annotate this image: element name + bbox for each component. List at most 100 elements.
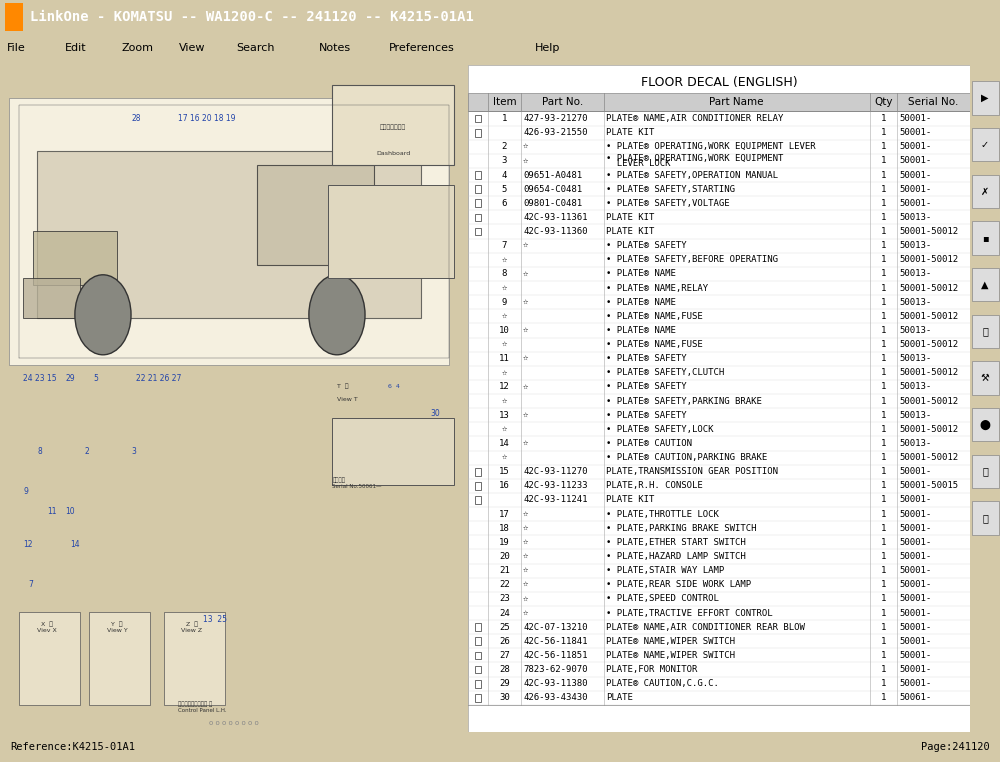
Text: 24: 24 xyxy=(499,609,510,617)
Text: FLOOR DECAL (ENGLISH): FLOOR DECAL (ENGLISH) xyxy=(641,75,797,88)
Bar xyxy=(475,213,481,221)
Circle shape xyxy=(309,275,365,355)
Text: ダッシュボード: ダッシュボード xyxy=(380,125,406,130)
Text: 50001-50012: 50001-50012 xyxy=(900,227,959,236)
Text: 17: 17 xyxy=(499,510,510,519)
Text: 1: 1 xyxy=(881,637,886,645)
Text: • PLATE® CAUTION,PARKING BRAKE: • PLATE® CAUTION,PARKING BRAKE xyxy=(606,453,767,462)
Text: 1: 1 xyxy=(881,623,886,632)
Text: 42C-56-11841: 42C-56-11841 xyxy=(523,637,588,645)
Text: 50001-: 50001- xyxy=(900,467,932,476)
Text: 1: 1 xyxy=(881,326,886,335)
Text: • PLATE® SAFETY,BEFORE OPERATING: • PLATE® SAFETY,BEFORE OPERATING xyxy=(606,255,778,264)
Text: 1: 1 xyxy=(881,594,886,604)
Text: 42C-93-11360: 42C-93-11360 xyxy=(523,227,588,236)
Text: • PLATE,REAR SIDE WORK LAMP: • PLATE,REAR SIDE WORK LAMP xyxy=(606,580,751,589)
Text: 12: 12 xyxy=(23,540,33,549)
Text: • PLATE® NAME,FUSE: • PLATE® NAME,FUSE xyxy=(606,312,703,321)
Text: LinkOne - KOMATSU -- WA1200-C -- 241120 -- K4215-01A1: LinkOne - KOMATSU -- WA1200-C -- 241120 … xyxy=(30,10,474,24)
Text: 50001-: 50001- xyxy=(900,184,932,194)
Text: 28: 28 xyxy=(131,114,141,123)
Text: 50001-: 50001- xyxy=(900,566,932,575)
Text: ☆: ☆ xyxy=(523,411,529,420)
Text: ✓: ✓ xyxy=(981,139,989,150)
Text: 1: 1 xyxy=(881,411,886,420)
Text: View T: View T xyxy=(337,398,358,402)
Text: ☆: ☆ xyxy=(523,156,529,165)
Text: 6: 6 xyxy=(502,199,507,208)
Text: 1: 1 xyxy=(881,495,886,504)
Text: Help: Help xyxy=(535,43,560,53)
Text: 426-93-21550: 426-93-21550 xyxy=(523,128,588,137)
Text: ▪: ▪ xyxy=(982,233,988,243)
Text: Reference:K4215-01A1: Reference:K4215-01A1 xyxy=(10,741,135,752)
Text: 50001-50012: 50001-50012 xyxy=(900,368,959,377)
Text: PLATE® NAME,WIPER SWITCH: PLATE® NAME,WIPER SWITCH xyxy=(606,637,735,645)
Text: 1: 1 xyxy=(881,552,886,561)
Text: 19: 19 xyxy=(499,538,510,547)
Text: PLATE KIT: PLATE KIT xyxy=(606,128,654,137)
Text: Z  相
View Z: Z 相 View Z xyxy=(181,622,202,633)
Text: 26: 26 xyxy=(499,637,510,645)
Text: 1: 1 xyxy=(881,184,886,194)
Bar xyxy=(475,637,481,645)
Text: ☆: ☆ xyxy=(523,580,529,589)
Text: 50001-50012: 50001-50012 xyxy=(900,255,959,264)
Text: • PLATE,TRACTIVE EFFORT CONTROL: • PLATE,TRACTIVE EFFORT CONTROL xyxy=(606,609,773,617)
Bar xyxy=(972,268,998,302)
Text: • PLATE® SAFETY,VOLTAGE: • PLATE® SAFETY,VOLTAGE xyxy=(606,199,730,208)
Text: 1: 1 xyxy=(881,679,886,688)
Text: 42C-07-13210: 42C-07-13210 xyxy=(523,623,588,632)
Text: 22 21 26 27: 22 21 26 27 xyxy=(136,373,181,383)
Text: 50013-: 50013- xyxy=(900,298,932,306)
Text: 1: 1 xyxy=(881,580,886,589)
Text: 1: 1 xyxy=(881,538,886,547)
Text: • PLATE,STAIR WAY LAMP: • PLATE,STAIR WAY LAMP xyxy=(606,566,724,575)
Text: PLATE,FOR MONITOR: PLATE,FOR MONITOR xyxy=(606,665,697,674)
Text: 50013-: 50013- xyxy=(900,270,932,278)
Text: ☆: ☆ xyxy=(523,383,529,392)
Text: 7: 7 xyxy=(502,241,507,250)
Text: 1: 1 xyxy=(881,298,886,306)
Text: ☆: ☆ xyxy=(523,538,529,547)
Text: 427-93-21270: 427-93-21270 xyxy=(523,114,588,123)
Text: 1: 1 xyxy=(881,213,886,222)
Text: PLATE KIT: PLATE KIT xyxy=(606,213,654,222)
Bar xyxy=(972,315,998,348)
Text: 50013-: 50013- xyxy=(900,213,932,222)
Text: 1: 1 xyxy=(881,199,886,208)
Bar xyxy=(972,408,998,441)
Text: 50001-50012: 50001-50012 xyxy=(900,340,959,349)
Bar xyxy=(475,129,481,136)
Text: 9: 9 xyxy=(502,298,507,306)
Text: 13  25: 13 25 xyxy=(203,614,227,623)
Bar xyxy=(475,652,481,659)
Text: 10: 10 xyxy=(66,507,75,516)
Text: 50001-: 50001- xyxy=(900,538,932,547)
Text: PLATE® NAME,AIR CONDITIONER RELAY: PLATE® NAME,AIR CONDITIONER RELAY xyxy=(606,114,783,123)
Text: 42C-93-11270: 42C-93-11270 xyxy=(523,467,588,476)
Text: Ⓞ: Ⓞ xyxy=(982,466,988,476)
Bar xyxy=(468,93,970,111)
Text: 50001-: 50001- xyxy=(900,171,932,180)
Text: ☆: ☆ xyxy=(523,594,529,604)
Text: 50001-50012: 50001-50012 xyxy=(900,312,959,321)
Text: 1: 1 xyxy=(502,114,507,123)
Text: • PLATE® CAUTION: • PLATE® CAUTION xyxy=(606,439,692,448)
Text: 1: 1 xyxy=(881,114,886,123)
Text: 50001-: 50001- xyxy=(900,580,932,589)
Text: 1: 1 xyxy=(881,439,886,448)
Text: • PLATE® SAFETY: • PLATE® SAFETY xyxy=(606,354,687,363)
Text: 50013-: 50013- xyxy=(900,439,932,448)
Bar xyxy=(475,680,481,687)
Text: 18: 18 xyxy=(499,523,510,533)
Text: 50013-: 50013- xyxy=(900,326,932,335)
Text: • PLATE® NAME: • PLATE® NAME xyxy=(606,270,676,278)
Text: PLATE: PLATE xyxy=(606,693,633,703)
Text: Part No.: Part No. xyxy=(542,97,583,107)
Text: 1: 1 xyxy=(881,270,886,278)
Text: ☆: ☆ xyxy=(523,241,529,250)
Text: • PLATE® SAFETY,LOCK: • PLATE® SAFETY,LOCK xyxy=(606,425,714,434)
Text: 42C-93-11241: 42C-93-11241 xyxy=(523,495,588,504)
Text: Preferences: Preferences xyxy=(389,43,455,53)
